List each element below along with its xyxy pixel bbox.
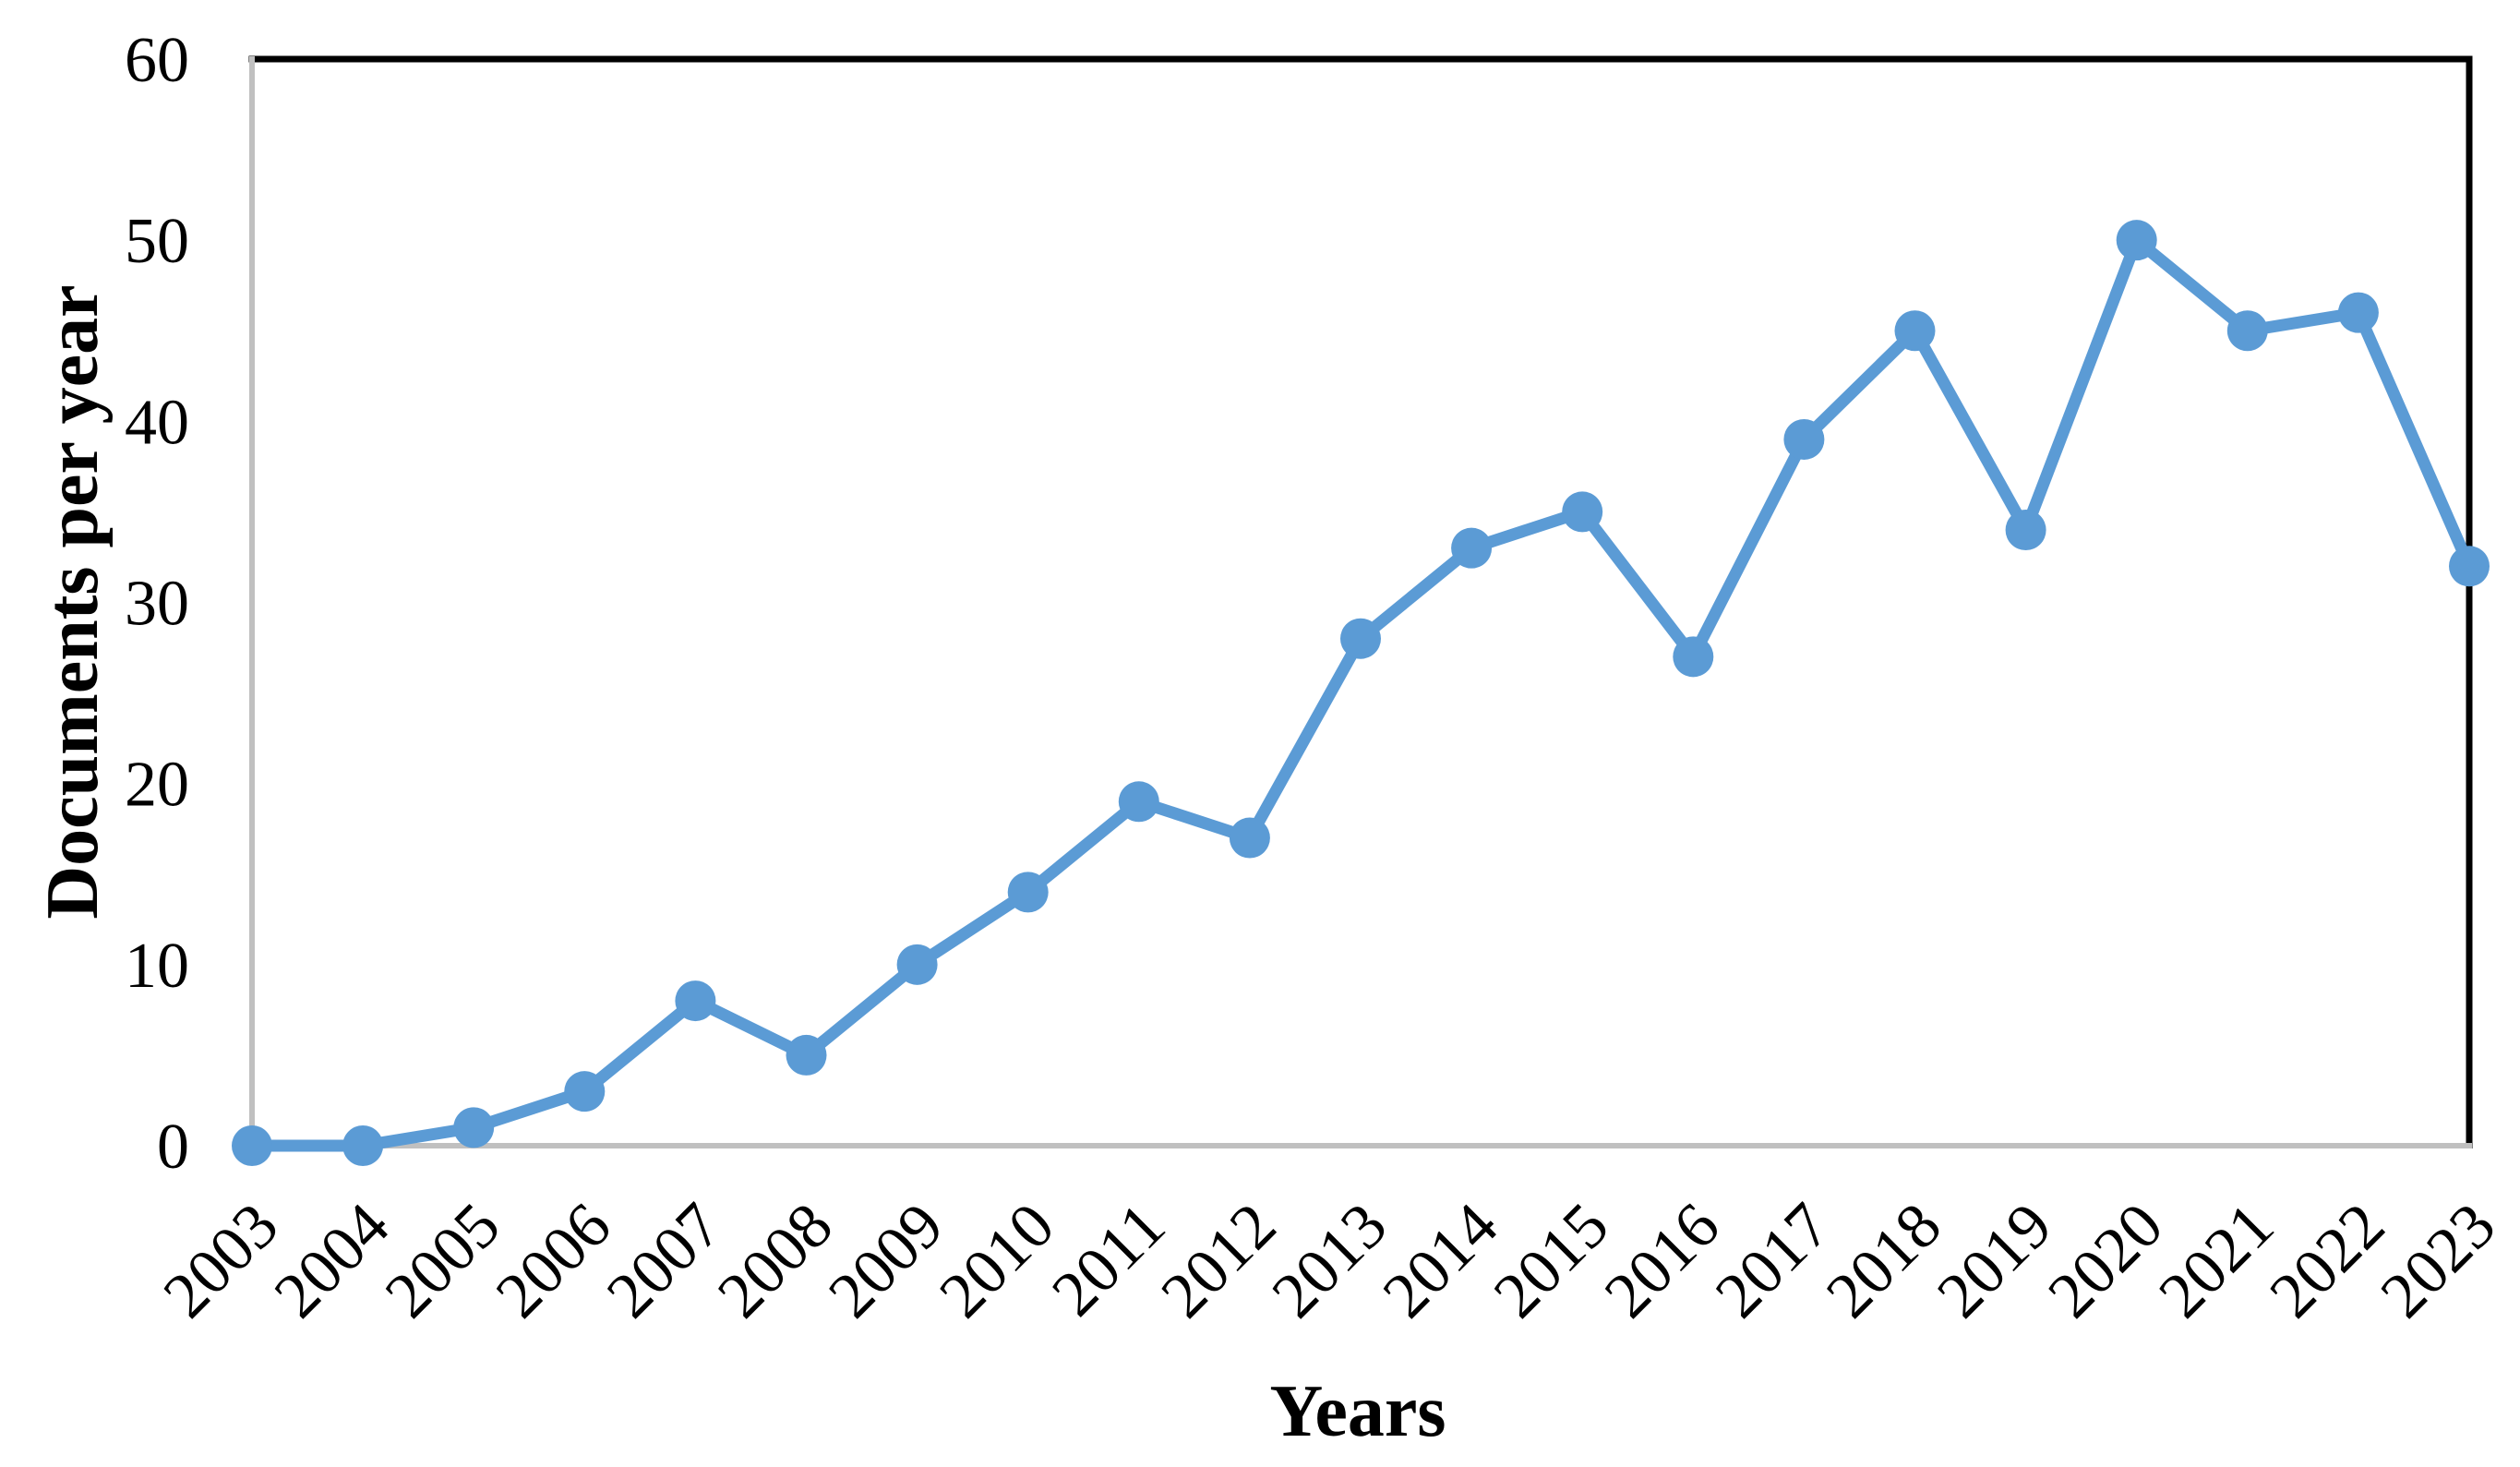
data-point-2018 bbox=[1894, 310, 1936, 352]
data-point-2023 bbox=[2449, 546, 2490, 587]
data-point-2005 bbox=[453, 1107, 495, 1148]
data-point-2015 bbox=[1562, 491, 1603, 533]
data-point-2022 bbox=[2337, 292, 2379, 333]
x-tick-label-2006: 2006 bbox=[483, 1190, 624, 1331]
data-point-2012 bbox=[1229, 817, 1270, 859]
x-tick-label-2008: 2008 bbox=[704, 1190, 846, 1331]
data-point-2020 bbox=[2116, 220, 2157, 261]
y-axis-title: Documents per year bbox=[32, 284, 114, 919]
x-tick-label-2021: 2021 bbox=[2146, 1190, 2287, 1331]
data-point-2006 bbox=[564, 1071, 606, 1112]
data-point-2017 bbox=[1783, 418, 1825, 460]
y-tick-label-30: 30 bbox=[125, 569, 189, 640]
x-tick-label-2014: 2014 bbox=[1370, 1190, 1511, 1331]
data-point-2004 bbox=[342, 1125, 384, 1166]
data-series-line bbox=[246, 234, 2476, 1152]
y-tick-label-20: 20 bbox=[125, 750, 189, 821]
data-point-2008 bbox=[786, 1034, 827, 1076]
x-tick-label-2010: 2010 bbox=[927, 1190, 1068, 1331]
x-tick-label-2012: 2012 bbox=[1148, 1190, 1290, 1331]
x-tick-label-2011: 2011 bbox=[1039, 1190, 1180, 1330]
y-tick-label-10: 10 bbox=[125, 931, 189, 1002]
x-tick-label-2003: 2003 bbox=[150, 1190, 292, 1331]
x-tick-label-2007: 2007 bbox=[594, 1190, 735, 1331]
data-point-2003 bbox=[232, 1125, 272, 1166]
x-tick-label-2019: 2019 bbox=[1924, 1190, 2065, 1331]
data-series-markers bbox=[232, 220, 2490, 1166]
series-polyline bbox=[246, 234, 2476, 1152]
data-point-2016 bbox=[1673, 636, 1714, 678]
x-tick-label-2022: 2022 bbox=[2257, 1190, 2398, 1331]
x-tick-label-2004: 2004 bbox=[261, 1190, 402, 1331]
y-tick-label-50: 50 bbox=[125, 206, 189, 277]
data-point-2009 bbox=[896, 944, 938, 985]
x-axis-tick-labels: 2003200420052006200720082009201020112012… bbox=[150, 1190, 2509, 1331]
x-tick-label-2017: 2017 bbox=[1702, 1190, 1843, 1331]
x-tick-label-2013: 2013 bbox=[1259, 1190, 1400, 1331]
axis-lines bbox=[249, 56, 2472, 1148]
plot-area-border bbox=[248, 55, 2473, 1148]
y-tick-label-60: 60 bbox=[125, 25, 189, 96]
data-point-2007 bbox=[675, 980, 716, 1022]
data-point-2019 bbox=[2005, 510, 2046, 551]
x-tick-label-2020: 2020 bbox=[2035, 1190, 2177, 1331]
data-point-2011 bbox=[1118, 781, 1159, 823]
x-tick-label-2016: 2016 bbox=[1591, 1190, 1733, 1331]
y-axis-tick-labels: 0 10 20 30 40 50 60 bbox=[125, 25, 189, 1183]
x-tick-label-2018: 2018 bbox=[1813, 1190, 1954, 1331]
x-tick-label-2009: 2009 bbox=[815, 1190, 956, 1331]
data-point-2010 bbox=[1007, 872, 1049, 913]
y-tick-label-0: 0 bbox=[157, 1112, 189, 1183]
x-tick-label-2005: 2005 bbox=[372, 1190, 513, 1331]
y-tick-label-40: 40 bbox=[125, 387, 189, 458]
data-point-2013 bbox=[1340, 618, 1381, 659]
data-point-2014 bbox=[1451, 527, 1493, 569]
data-point-2021 bbox=[2226, 310, 2268, 352]
x-axis-title: Years bbox=[1269, 1371, 1446, 1452]
x-tick-label-2015: 2015 bbox=[1481, 1190, 1622, 1331]
x-tick-label-2023: 2023 bbox=[2368, 1190, 2509, 1331]
